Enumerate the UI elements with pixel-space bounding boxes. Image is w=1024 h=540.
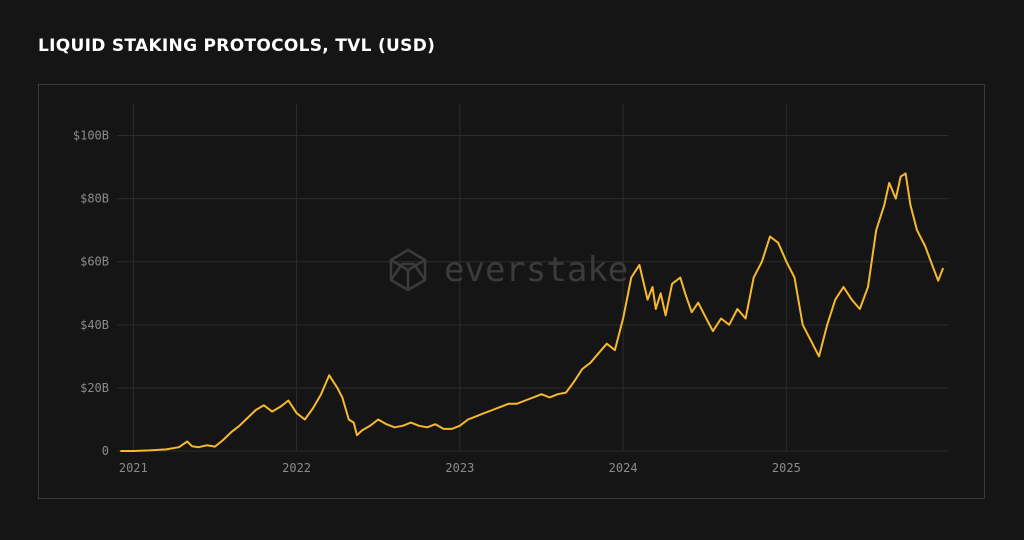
y-tick-label: 0: [102, 444, 109, 458]
x-tick-label: 2024: [609, 461, 638, 475]
y-tick-label: $100B: [73, 129, 109, 143]
series-line-tvl: [120, 172, 945, 452]
grid-layer: [117, 104, 948, 452]
y-tick-label: $60B: [80, 255, 109, 269]
x-tick-label: 2022: [282, 461, 311, 475]
y-tick-label: $20B: [80, 381, 109, 395]
x-tick-label: 2021: [119, 461, 148, 475]
x-tick-label: 2023: [445, 461, 474, 475]
x-tick-label: 2025: [772, 461, 801, 475]
y-tick-label: $40B: [80, 318, 109, 332]
chart-title: LIQUID STAKING PROTOCOLS, TVL (USD): [38, 36, 436, 56]
watermark-text: everstake: [444, 250, 628, 290]
tick-layer: 0 $20B $40B $60B $80B $100B 2021 2022 2023 2024 20…: [73, 129, 801, 475]
watermark: everstake: [389, 248, 628, 292]
chart-frame: [38, 84, 985, 499]
everstake-logo-icon: [389, 248, 427, 292]
y-tick-label: $80B: [80, 192, 109, 206]
line-layer: [120, 172, 945, 452]
